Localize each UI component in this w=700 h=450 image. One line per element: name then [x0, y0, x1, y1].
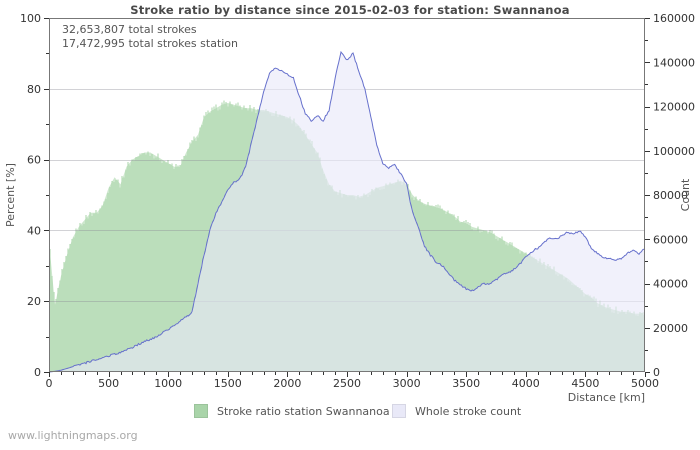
right-axis-title: Count [679, 178, 692, 211]
totals-annotation: 32,653,807 total strokes 17,472,995 tota… [62, 23, 238, 50]
svg-text:0: 0 [653, 366, 660, 379]
x-axis-title: Distance [km] [568, 391, 645, 404]
svg-text:3500: 3500 [452, 377, 480, 390]
svg-text:80: 80 [27, 83, 41, 96]
svg-text:40: 40 [27, 224, 41, 237]
axis-ticks [44, 18, 650, 377]
svg-text:0: 0 [46, 377, 53, 390]
svg-text:2500: 2500 [333, 377, 361, 390]
count-area [49, 52, 645, 372]
legend-swatch-stroke-ratio [194, 404, 208, 418]
svg-text:4000: 4000 [512, 377, 540, 390]
svg-text:4500: 4500 [571, 377, 599, 390]
left-axis-title: Percent [%] [4, 163, 17, 227]
svg-text:5000: 5000 [631, 377, 659, 390]
legend-label-whole-count: Whole stroke count [415, 404, 522, 418]
svg-text:60000: 60000 [653, 233, 688, 246]
svg-text:20000: 20000 [653, 322, 688, 335]
legend-item-whole-count: Whole stroke count [392, 404, 521, 418]
svg-text:2000: 2000 [273, 377, 301, 390]
legend-label-stroke-ratio: Stroke ratio station Swannanoa [217, 404, 390, 418]
total-strokes-line: 32,653,807 total strokes [62, 23, 197, 36]
axis-tick-labels: 0204060801000200004000060000800001000001… [20, 12, 695, 390]
watermark-url: www.lightningmaps.org [8, 429, 138, 442]
legend-swatch-whole-count [392, 404, 406, 418]
svg-text:100000: 100000 [653, 145, 695, 158]
svg-text:160000: 160000 [653, 12, 695, 25]
count-line [48, 50, 646, 373]
svg-text:500: 500 [98, 377, 119, 390]
svg-text:60: 60 [27, 154, 41, 167]
total-strokes-station-line: 17,472,995 total strokes station [62, 36, 239, 50]
svg-text:1500: 1500 [214, 377, 242, 390]
plot-border [49, 18, 645, 372]
svg-text:40000: 40000 [653, 278, 688, 291]
svg-text:140000: 140000 [653, 56, 695, 69]
svg-text:80000: 80000 [653, 189, 688, 202]
svg-text:1000: 1000 [154, 377, 182, 390]
svg-text:20: 20 [27, 295, 41, 308]
svg-text:3000: 3000 [393, 377, 421, 390]
svg-text:120000: 120000 [653, 101, 695, 114]
chart-title: Stroke ratio by distance since 2015-02-0… [130, 3, 570, 17]
svg-text:100: 100 [20, 12, 41, 25]
legend-item-stroke-ratio: Stroke ratio station Swannanoa [194, 404, 390, 418]
svg-text:0: 0 [34, 366, 41, 379]
